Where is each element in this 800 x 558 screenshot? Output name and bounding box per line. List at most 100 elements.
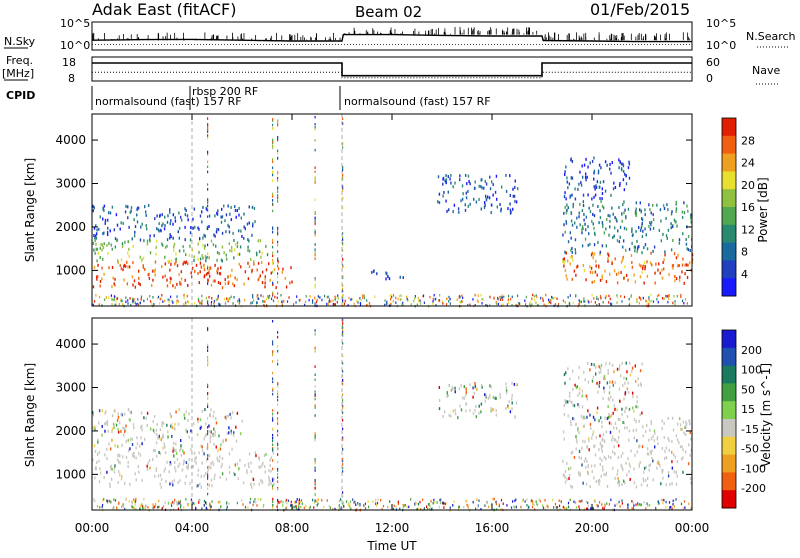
scatter-cell bbox=[187, 503, 190, 507]
scatter-cell bbox=[178, 236, 181, 240]
scatter-cell bbox=[193, 451, 196, 455]
scatter-cell bbox=[634, 245, 637, 249]
scatter-cell bbox=[328, 298, 331, 301]
scatter-cell bbox=[609, 297, 611, 301]
scatter-cell bbox=[459, 301, 461, 304]
scatter-cell bbox=[587, 299, 589, 303]
scatter-cell bbox=[162, 421, 165, 425]
scatter-cell bbox=[149, 294, 151, 298]
scatter-cell bbox=[342, 258, 344, 261]
scatter-cell bbox=[596, 296, 598, 299]
scatter-cell bbox=[233, 284, 236, 288]
scatter-cell bbox=[492, 193, 494, 197]
scatter-cell bbox=[587, 504, 589, 508]
scatter-cell bbox=[272, 320, 274, 323]
scatter-cell bbox=[227, 275, 229, 279]
scatter-cell bbox=[183, 296, 185, 300]
scatter-cell bbox=[117, 469, 120, 473]
scatter-cell bbox=[342, 470, 344, 473]
scatter-cell bbox=[477, 300, 479, 304]
scatter-cell bbox=[414, 501, 416, 504]
scatter-cell bbox=[180, 504, 182, 507]
scatter-cell bbox=[173, 245, 175, 249]
scatter-cell bbox=[152, 458, 154, 462]
scatter-cell bbox=[625, 461, 627, 465]
scatter-cell bbox=[209, 440, 212, 444]
scatter-cell bbox=[599, 434, 601, 438]
scatter-cell bbox=[461, 300, 463, 303]
scatter-cell bbox=[236, 241, 239, 245]
scatter-cell bbox=[247, 277, 250, 281]
scatter-cell bbox=[111, 427, 114, 431]
scatter-cell bbox=[652, 249, 654, 253]
scatter-cell bbox=[368, 505, 370, 509]
y-tick-label: 3000 bbox=[55, 177, 86, 191]
scatter-cell bbox=[261, 280, 264, 284]
scatter-cell bbox=[580, 500, 582, 503]
scatter-cell bbox=[123, 427, 125, 431]
scatter-cell bbox=[574, 248, 576, 252]
scatter-cell bbox=[116, 418, 119, 422]
scatter-cell bbox=[575, 265, 578, 269]
scatter-cell bbox=[128, 417, 130, 421]
scatter-cell bbox=[109, 211, 112, 215]
scatter-cell bbox=[663, 498, 665, 502]
scatter-cell bbox=[584, 175, 587, 179]
scatter-cell bbox=[169, 210, 171, 214]
scatter-cell bbox=[265, 297, 267, 301]
scatter-cell bbox=[296, 295, 298, 298]
scatter-cell bbox=[122, 503, 124, 506]
scatter-cell bbox=[672, 499, 674, 503]
scatter-cell bbox=[477, 505, 479, 509]
scatter-cell bbox=[621, 482, 623, 486]
scatter-cell bbox=[619, 374, 622, 378]
scatter-cell bbox=[122, 505, 124, 508]
scatter-cell bbox=[593, 177, 595, 181]
scatter-cell bbox=[96, 275, 99, 279]
scatter-cell bbox=[220, 266, 222, 270]
scatter-cell bbox=[185, 208, 187, 212]
scatter-cell bbox=[131, 501, 133, 505]
scatter-cell bbox=[621, 258, 624, 262]
scatter-cell bbox=[640, 226, 643, 230]
scatter-cell bbox=[628, 304, 630, 307]
scatter-cell bbox=[146, 297, 149, 301]
scatter-cell bbox=[120, 429, 122, 433]
scatter-cell bbox=[498, 296, 500, 300]
scatter-cell bbox=[234, 276, 236, 280]
scatter-cell bbox=[133, 500, 135, 504]
scatter-cell bbox=[132, 245, 134, 249]
scatter-cell bbox=[402, 303, 404, 307]
scatter-cell bbox=[485, 303, 487, 307]
scatter-cell bbox=[587, 463, 589, 467]
colorbar-tick-label: 12 bbox=[741, 223, 755, 236]
scatter-cell bbox=[169, 482, 171, 486]
scatter-cell bbox=[610, 498, 612, 502]
scatter-cell bbox=[137, 464, 139, 468]
scatter-cell bbox=[569, 377, 571, 381]
scatter-cell bbox=[199, 418, 202, 422]
scatter-cell bbox=[589, 485, 591, 489]
scatter-cell bbox=[201, 299, 203, 303]
scatter-cell bbox=[368, 302, 371, 305]
scatter-cell bbox=[134, 502, 136, 506]
scatter-cell bbox=[143, 506, 145, 510]
scatter-cell bbox=[566, 259, 569, 263]
scatter-cell bbox=[612, 398, 614, 402]
scatter-cell bbox=[663, 258, 665, 262]
scatter-cell bbox=[451, 385, 454, 389]
scatter-cell bbox=[295, 500, 297, 503]
scatter-cell bbox=[458, 387, 461, 391]
scatter-cell bbox=[98, 480, 101, 484]
scatter-cell bbox=[676, 459, 679, 463]
scatter-cell bbox=[476, 498, 478, 501]
scatter-cell bbox=[179, 500, 181, 503]
colorbar-segment bbox=[722, 347, 736, 367]
scatter-cell bbox=[277, 226, 279, 230]
scatter-cell bbox=[148, 237, 151, 241]
scatter-cell bbox=[146, 467, 149, 471]
scatter-cell bbox=[203, 437, 205, 441]
scatter-cell bbox=[142, 265, 145, 269]
scatter-cell bbox=[192, 501, 194, 505]
scatter-cell bbox=[433, 293, 435, 297]
